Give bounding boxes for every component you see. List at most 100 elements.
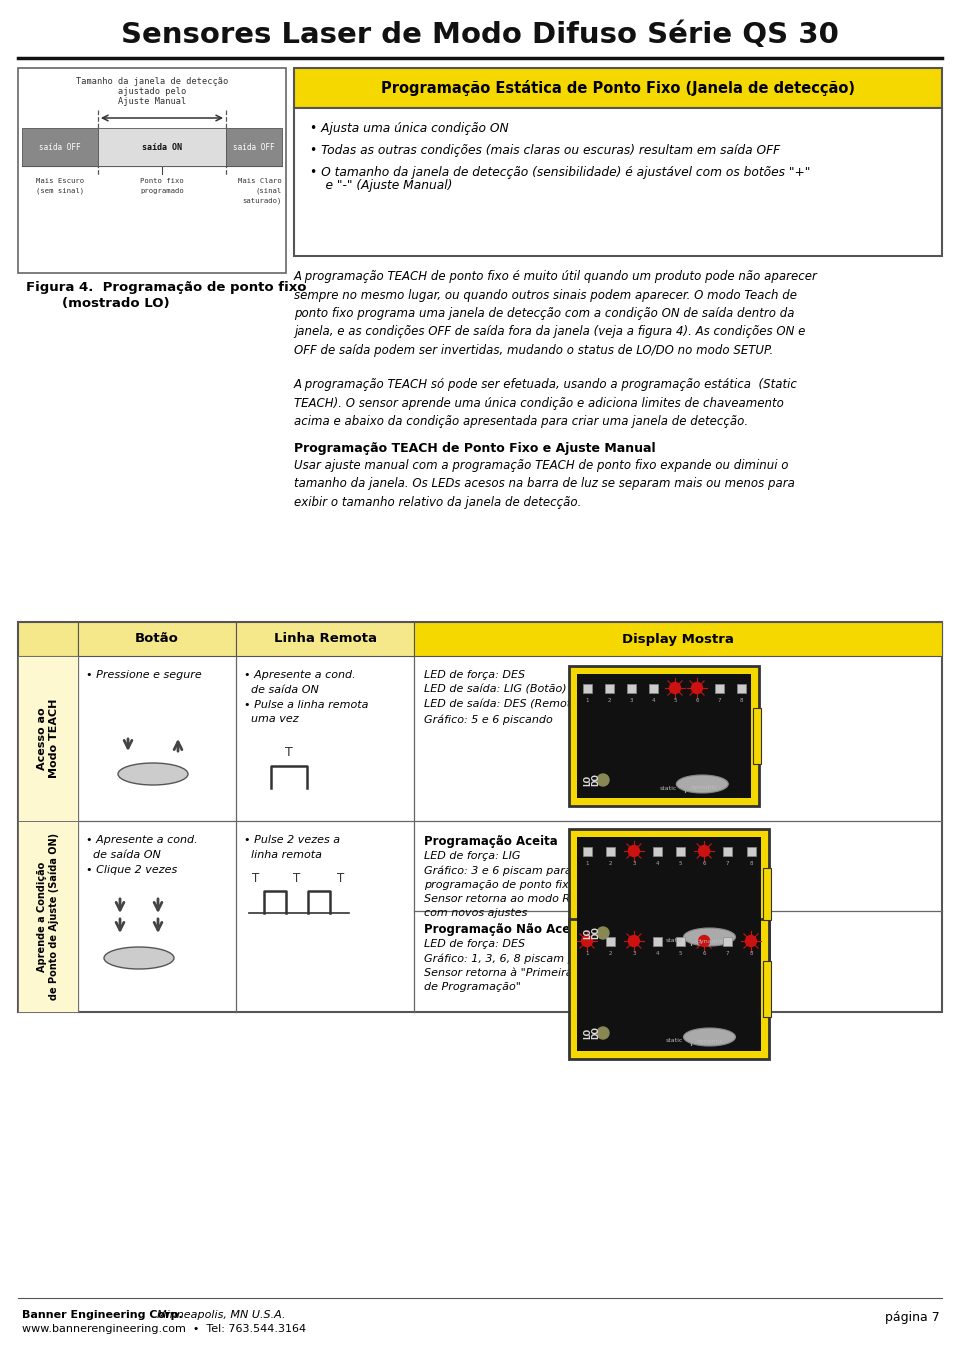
Text: 2: 2 xyxy=(609,861,612,865)
Bar xyxy=(236,622,414,656)
Bar xyxy=(577,927,761,1052)
Text: +: + xyxy=(710,779,718,788)
Text: T: T xyxy=(294,872,300,886)
Text: LED de força: DES
Gráfico: 1, 3, 6, 8 piscam para indicar falha
Sensor retorna à: LED de força: DES Gráfico: 1, 3, 6, 8 pi… xyxy=(424,940,666,992)
Text: dynamic: dynamic xyxy=(691,786,718,791)
Bar xyxy=(649,683,658,693)
Ellipse shape xyxy=(104,946,174,969)
Text: Programação TEACH de Ponto Fixo e Ajuste Manual: Programação TEACH de Ponto Fixo e Ajuste… xyxy=(294,441,656,455)
Bar xyxy=(18,622,942,1012)
Text: -: - xyxy=(690,779,694,788)
Text: DO: DO xyxy=(591,1026,600,1040)
Text: dynamic: dynamic xyxy=(697,938,724,944)
Bar xyxy=(226,128,282,166)
Text: A programação TEACH de ponto fixo é muito útil quando um produto pode não aparec: A programação TEACH de ponto fixo é muit… xyxy=(294,270,818,356)
Bar xyxy=(605,683,613,693)
Text: DO: DO xyxy=(591,774,600,787)
Bar xyxy=(606,937,615,945)
Text: -: - xyxy=(118,952,124,964)
Bar xyxy=(653,846,661,856)
Text: Usar ajuste manual com a programação TEACH de ponto fixo expande ou diminui o
ta: Usar ajuste manual com a programação TEA… xyxy=(294,459,795,509)
Ellipse shape xyxy=(684,1027,735,1046)
Bar xyxy=(723,937,732,945)
Text: 7: 7 xyxy=(717,698,721,703)
Circle shape xyxy=(629,845,639,856)
Text: 3: 3 xyxy=(629,698,633,703)
Text: LO: LO xyxy=(583,1027,592,1038)
Text: Display Mostra: Display Mostra xyxy=(622,633,734,645)
Text: +: + xyxy=(152,952,162,964)
Text: Minneapolis, MN U.S.A.: Minneapolis, MN U.S.A. xyxy=(157,1310,285,1320)
Text: +: + xyxy=(717,1031,726,1042)
Text: • O tamanho da janela de detecção (sensibilidade) é ajustável com os botões "+": • O tamanho da janela de detecção (sensi… xyxy=(310,166,810,180)
Text: 3: 3 xyxy=(632,861,636,865)
Bar xyxy=(569,666,759,806)
Text: 7: 7 xyxy=(726,950,730,956)
Text: 1: 1 xyxy=(586,950,588,956)
Circle shape xyxy=(691,683,703,694)
Bar xyxy=(569,829,769,958)
Text: (mostrado LO): (mostrado LO) xyxy=(62,297,170,310)
Circle shape xyxy=(746,936,756,946)
Bar xyxy=(294,108,942,256)
Circle shape xyxy=(597,927,609,940)
Text: • Ajusta uma única condição ON: • Ajusta uma única condição ON xyxy=(310,122,509,135)
Text: 4: 4 xyxy=(651,698,655,703)
Bar xyxy=(714,683,724,693)
Text: (sinal: (sinal xyxy=(255,188,282,194)
Text: LED de força: DES
LED de saída: LIG (Botão)
LED de saída: DES (Remoto)
Gráfico: : LED de força: DES LED de saída: LIG (Bot… xyxy=(424,670,583,725)
Bar xyxy=(577,837,761,950)
Bar xyxy=(736,683,746,693)
Ellipse shape xyxy=(118,763,188,784)
Text: -: - xyxy=(698,1031,701,1042)
Bar xyxy=(763,868,771,919)
Bar xyxy=(78,622,236,656)
Text: Mais Claro: Mais Claro xyxy=(238,178,282,184)
Text: T: T xyxy=(285,747,293,759)
Text: • Pressione e segure: • Pressione e segure xyxy=(86,670,202,680)
Text: static: static xyxy=(665,938,684,944)
Bar xyxy=(18,656,78,821)
Text: (sem sinal): (sem sinal) xyxy=(36,188,84,194)
Text: 8: 8 xyxy=(749,861,753,865)
Text: 8: 8 xyxy=(749,950,753,956)
Text: 5: 5 xyxy=(679,861,683,865)
Bar xyxy=(747,846,756,856)
Bar xyxy=(18,821,78,1012)
Text: DO: DO xyxy=(591,926,600,940)
Text: Banner Engineering Corp.: Banner Engineering Corp. xyxy=(22,1310,182,1320)
Text: Figura 4.  Programação de ponto fixo: Figura 4. Programação de ponto fixo xyxy=(26,281,306,294)
Text: T: T xyxy=(337,872,345,886)
Text: página 7: página 7 xyxy=(885,1311,940,1323)
Text: 6: 6 xyxy=(703,950,706,956)
Bar xyxy=(569,919,769,1058)
Bar xyxy=(18,622,78,656)
Text: Botão: Botão xyxy=(135,633,179,645)
Text: e "-" (Ajuste Manual): e "-" (Ajuste Manual) xyxy=(310,180,452,192)
Text: 5: 5 xyxy=(679,950,683,956)
Text: +: + xyxy=(165,768,176,780)
Bar xyxy=(414,622,942,656)
Text: LO: LO xyxy=(583,775,592,786)
Text: Ponto fixo: Ponto fixo xyxy=(140,178,184,184)
Bar xyxy=(98,128,226,166)
Text: Programação Aceita: Programação Aceita xyxy=(424,836,558,848)
Circle shape xyxy=(597,1027,609,1040)
Text: dynamic: dynamic xyxy=(697,1038,724,1044)
Bar xyxy=(583,683,591,693)
Bar xyxy=(583,846,591,856)
Text: -: - xyxy=(698,931,701,942)
Bar xyxy=(22,128,98,166)
Text: 6: 6 xyxy=(703,861,706,865)
Text: Linha Remota: Linha Remota xyxy=(274,633,376,645)
Text: Aprende a Condição
de Ponto de Ajuste (Saída ON): Aprende a Condição de Ponto de Ajuste (S… xyxy=(36,833,60,1000)
Text: Tamanho da janela de detecção: Tamanho da janela de detecção xyxy=(76,77,228,86)
Circle shape xyxy=(582,936,592,946)
Text: Mais Escuro: Mais Escuro xyxy=(36,178,84,184)
Text: Sensores Laser de Modo Difuso Série QS 30: Sensores Laser de Modo Difuso Série QS 3… xyxy=(121,22,839,49)
Text: 4: 4 xyxy=(656,950,659,956)
Text: • Apresente a cond.
  de saída ON
• Clique 2 vezes: • Apresente a cond. de saída ON • Clique… xyxy=(86,836,198,875)
Text: ajustado pelo: ajustado pelo xyxy=(118,88,186,96)
Bar xyxy=(294,68,942,108)
Text: • Apresente a cond.
  de saída ON
• Pulse a linha remota
  uma vez: • Apresente a cond. de saída ON • Pulse … xyxy=(244,670,369,725)
